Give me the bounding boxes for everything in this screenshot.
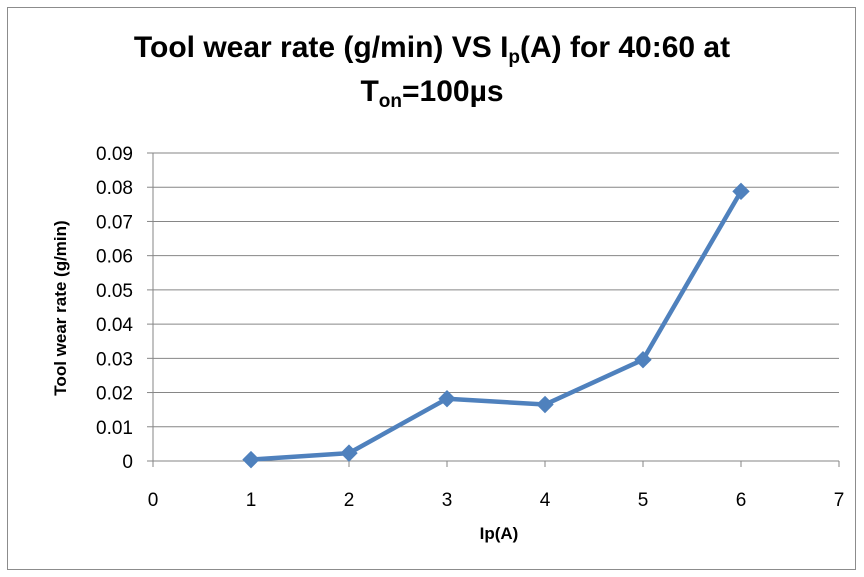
x-tick-label: 4 xyxy=(540,490,551,511)
axes xyxy=(147,152,840,467)
data-point-marker xyxy=(340,444,358,462)
y-tick-label: 0.01 xyxy=(96,418,133,439)
gridlines xyxy=(153,152,839,428)
y-tick-label: 0.02 xyxy=(96,384,133,405)
data-point-marker xyxy=(242,450,260,469)
y-tick-label: 0.04 xyxy=(96,315,133,336)
x-tick-labels: 0 1 2 3 4 5 6 7 xyxy=(148,490,845,511)
x-tick-label: 2 xyxy=(344,490,355,511)
y-tick-labels: 0 0.01 0.02 0.03 0.04 0.05 0.06 0.07 0.08 0.09 xyxy=(96,144,133,473)
y-axis-title: Tool wear rate (g/min) xyxy=(51,220,70,395)
chart-area xyxy=(7,7,856,570)
x-tick-label: 6 xyxy=(736,490,747,511)
x-tick-label: 1 xyxy=(246,490,257,511)
y-tick-label: 0.09 xyxy=(96,144,133,165)
y-tick-label: 0.03 xyxy=(96,349,133,370)
y-tick-label: 0 xyxy=(122,452,133,473)
data-point-marker xyxy=(536,395,554,414)
y-tick-label: 0.06 xyxy=(96,247,133,268)
x-tick-label: 3 xyxy=(442,490,453,511)
x-axis-title: Ip(A) xyxy=(480,524,519,543)
y-tick-label: 0.05 xyxy=(96,281,133,302)
series-line xyxy=(250,190,743,462)
x-tick-label: 7 xyxy=(834,490,845,511)
data-point-marker xyxy=(438,390,456,408)
data-series xyxy=(242,182,750,469)
data-point-marker xyxy=(732,182,750,201)
x-tick-label: 0 xyxy=(148,490,159,511)
y-tick-label: 0.08 xyxy=(96,178,133,199)
chart-title: Tool wear rate (g/min) VS Ip(A) for 40:6… xyxy=(133,31,731,112)
data-point-marker xyxy=(634,350,652,369)
y-tick-label: 0.07 xyxy=(96,212,133,233)
x-tick-label: 5 xyxy=(638,490,649,511)
